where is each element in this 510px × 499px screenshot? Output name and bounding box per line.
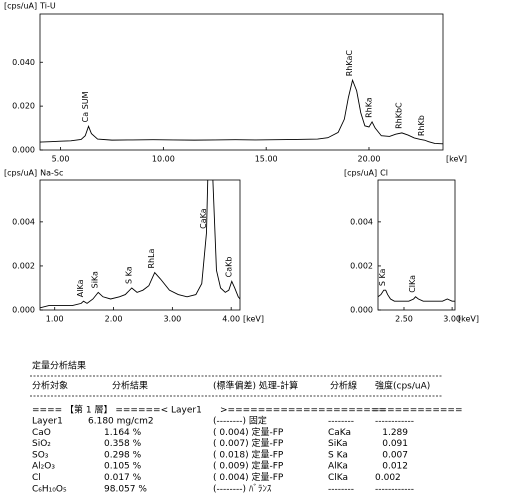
table-cell: 98.057 %: [104, 484, 147, 494]
x-tick-label: 2.50: [395, 315, 413, 324]
table-cell: --------: [328, 417, 354, 427]
report-title: 定量分析結果: [32, 360, 86, 372]
section-row: >=====================: [220, 406, 386, 416]
x-tick-label: 20.00: [358, 155, 381, 164]
plot-frame: [39, 13, 444, 151]
plot-area: [40, 78, 443, 145]
table-cell: ( 0.009) 定量-FP: [213, 460, 284, 472]
table-cell: SO₃: [32, 450, 49, 460]
table-cell: ------------: [375, 417, 414, 427]
chart-title: Na-Sc: [40, 169, 63, 178]
spectrum-line: [378, 289, 455, 302]
table-cell: 0.017 %: [104, 473, 142, 483]
peak-label: RhKbC: [394, 102, 403, 129]
x-tick-label: 2.00: [105, 315, 123, 324]
table-cell: (--------) ﾊﾞﾗﾝｽ: [213, 483, 272, 494]
x-tick-label: 10.00: [152, 155, 175, 164]
table-cell: AlKa: [328, 462, 348, 472]
table-cell: CaO: [32, 428, 51, 438]
table-cell: C₆H₁₀O₅: [32, 484, 67, 494]
table-cell: 0.007: [382, 450, 408, 460]
table-cell: ------------: [375, 484, 414, 494]
peak-label: S Ka: [378, 268, 387, 286]
x-tick-label: 4.00: [222, 315, 240, 324]
table-cell: 0.105 %: [104, 462, 142, 472]
table-header: 分析結果: [112, 380, 148, 392]
table-header: 分析線: [330, 380, 357, 392]
table-cell: SiKa: [328, 439, 347, 449]
x-tick-label: 1.00: [46, 315, 64, 324]
table-cell: --------: [328, 484, 354, 494]
table-cell: ( 0.004) 定量-FP: [213, 471, 284, 483]
table-cell: 0.358 %: [104, 439, 142, 449]
y-axis-label: [cps/uA]: [4, 2, 37, 11]
y-tick-label: 0.000: [350, 306, 373, 315]
table-cell: 1.164 %: [104, 428, 142, 438]
table-cell: ( 0.007) 定量-FP: [213, 437, 284, 449]
peak-label: AlKa: [76, 279, 85, 297]
peak-label: RhLa: [147, 248, 156, 268]
table-cell: ( 0.018) 定量-FP: [213, 448, 284, 460]
peak-label: Ca SUM: [81, 91, 90, 122]
x-axis-label: [keV]: [446, 155, 467, 164]
table-cell: 0.091: [382, 439, 408, 449]
peak-label: ClKa: [408, 275, 417, 293]
plot-area: [40, 180, 240, 309]
y-tick-label: 0.004: [350, 217, 373, 226]
chart-title: Cl: [380, 169, 388, 178]
peak-label: CaKa: [199, 208, 208, 229]
y-tick-label: 0.000: [12, 146, 35, 155]
x-axis-label: [keV]: [458, 315, 479, 324]
x-tick-label: 3.00: [163, 315, 181, 324]
y-axis-label: [cps/uA]: [4, 169, 37, 178]
x-tick-label: 3.00: [443, 315, 461, 324]
y-tick-label: 0.002: [350, 261, 373, 270]
spectrum-line: [40, 78, 443, 145]
peak-label: CaKb: [224, 257, 233, 278]
spectrum-line: [40, 180, 240, 309]
table-header: 強度(cps/uA): [375, 380, 430, 392]
table-cell: 6.180 mg/cm2: [88, 417, 154, 427]
table-cell: Al₂O₃: [32, 462, 55, 472]
section-row: ==== 【第 1 層】 ======< Layer1: [32, 404, 202, 416]
table-cell: ( 0.004) 定量-FP: [213, 426, 284, 438]
plot-area: [378, 289, 455, 302]
peak-label: RhKaC: [345, 50, 354, 77]
peak-label: SiKa: [91, 271, 100, 288]
y-tick-label: 0.040: [12, 58, 35, 67]
table-cell: 1.289: [382, 428, 408, 438]
plot-frame: [377, 179, 456, 311]
section-row: ============: [372, 406, 463, 416]
table-header: 分析対象: [32, 380, 68, 392]
y-tick-label: 0.020: [12, 102, 35, 111]
table-cell: 0.002: [375, 473, 401, 483]
table-cell: CaKa: [328, 428, 351, 438]
table-cell: ClKa: [328, 473, 348, 483]
x-axis-label: [keV]: [243, 315, 264, 324]
table-cell: S Ka: [328, 450, 348, 460]
peak-label: RhKa: [365, 97, 374, 118]
table-cell: 0.012: [382, 462, 408, 472]
y-tick-label: 0.000: [12, 306, 35, 315]
x-tick-label: 5.00: [52, 155, 70, 164]
x-tick-label: 15.00: [255, 155, 278, 164]
chart-title: Ti-U: [39, 2, 56, 11]
y-axis-label: [cps/uA]: [344, 169, 377, 178]
table-cell: SiO₂: [32, 439, 51, 449]
peak-label: S Ka: [124, 266, 133, 284]
table-header: (標準偏差) 処理-計算: [213, 380, 298, 392]
y-tick-label: 0.002: [12, 261, 35, 270]
table-cell: 0.298 %: [104, 450, 142, 460]
table-cell: Cl: [32, 473, 41, 483]
plot-frame: [39, 179, 241, 311]
peak-label: RhKb: [417, 115, 426, 136]
result-table: 定量分析結果 分析対象 分析結果 (標準偏差) 処理-計算 分析線 強度(cps/uA)…: [30, 360, 463, 494]
table-cell: Layer1: [32, 417, 63, 427]
table-cell: (--------) 固定: [213, 415, 267, 427]
y-tick-label: 0.004: [12, 217, 35, 226]
